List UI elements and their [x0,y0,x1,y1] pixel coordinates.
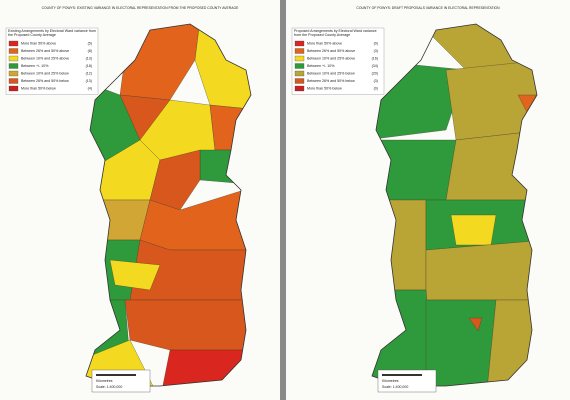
ward [450,214,497,246]
scale-box: Kilometres Scale: 1:400,000 [91,369,151,393]
ward [129,239,251,301]
legend-count: (13) [86,57,92,61]
legend-swatch [8,40,19,47]
legend-swatch [8,48,19,54]
legend-label: Between 10% and 25% above [307,57,355,61]
legend-label: Between 10% and 25% below [307,72,355,76]
legend-swatch [294,70,305,77]
scale-unit: Kilometres [382,379,399,383]
legend-swatch [294,78,305,84]
scale-bar [382,374,422,376]
scale-unit: Kilometres [96,379,113,383]
legend-count: (13) [86,79,92,83]
legend-count: (12) [86,72,92,76]
legend-count: (16) [372,57,378,61]
legend: Existing Arrangements by Electoral Ward … [5,27,99,95]
legend-label: Between 10% and 25% below [21,72,69,76]
legend-label: More than 50% below [21,87,56,91]
legend-label: Between 26% and 50% below [307,79,355,83]
legend-count: (4) [88,87,92,91]
scale-box: Kilometres Scale: 1:400,000 [377,369,437,393]
legend-count: (0) [374,42,378,46]
ward [124,299,251,351]
legend-count: (20) [372,72,378,76]
ward [445,59,537,141]
scale-ratio: Scale: 1:400,000 [96,385,122,389]
map-title: COUNTY OF POWYS: EXISTING VARIANCE IN EL… [42,6,240,10]
legend-swatch [294,85,305,92]
legend-count: (8) [88,49,92,53]
ward-map [86,24,251,386]
legend-swatch [8,85,19,92]
ward [159,349,251,386]
legend-label: Between 26% and 50% above [21,49,69,53]
legend-swatch [294,63,305,69]
legend-title-box: Proposed Arrangements by Electoral Ward … [294,29,377,38]
legend-label: Between +/- 10% [307,64,335,68]
legend-count: (3) [374,49,378,53]
legend-count: (34) [372,64,378,68]
legend-count: (0) [374,87,378,91]
scale-ratio: Scale: 1:400,000 [382,385,408,389]
legend-count: (5) [88,42,92,46]
legend-swatch [294,55,305,62]
legend-title: Proposed Arrangements by Electoral Ward … [294,29,377,38]
legend-swatch [8,55,19,62]
legend-label: More than 50% below [307,87,342,91]
legend-label: Between 10% and 25% above [21,57,69,61]
scale-bar [96,374,136,376]
ward [109,259,161,291]
ward [468,317,483,332]
ward [425,239,537,301]
legend-label: Between +/- 10% [21,64,49,68]
county-outline [85,23,252,387]
legend-label: Between 26% and 50% below [21,79,69,83]
legend-swatch [294,40,305,47]
legend-swatch [8,78,19,84]
legend-swatch [294,48,305,54]
legend-count: (18) [86,64,92,68]
legend: Proposed Arrangements by Electoral Ward … [291,27,385,95]
right-page: COUNTY OF POWYS: DRAFT PROPOSALS VARIANC… [286,0,570,400]
map-title: COUNTY OF POWYS: DRAFT PROPOSALS VARIANC… [356,6,500,10]
legend-title-box: Existing Arrangements by Electoral Ward … [8,29,96,38]
left-page: COUNTY OF POWYS: EXISTING VARIANCE IN EL… [0,0,280,400]
legend-count: (3) [374,79,378,83]
ward [149,149,201,211]
legend-frame [291,27,385,95]
legend-label: More than 50% above [307,42,342,46]
county-outline [371,23,538,387]
legend-frame [5,27,99,95]
legend-title: Existing Arrangements by Electoral Ward … [8,29,96,38]
legend-label: Between 26% and 50% above [307,49,355,53]
legend-swatch [8,70,19,77]
legend-label: More than 50% above [21,42,56,46]
legend-swatch [8,63,19,69]
